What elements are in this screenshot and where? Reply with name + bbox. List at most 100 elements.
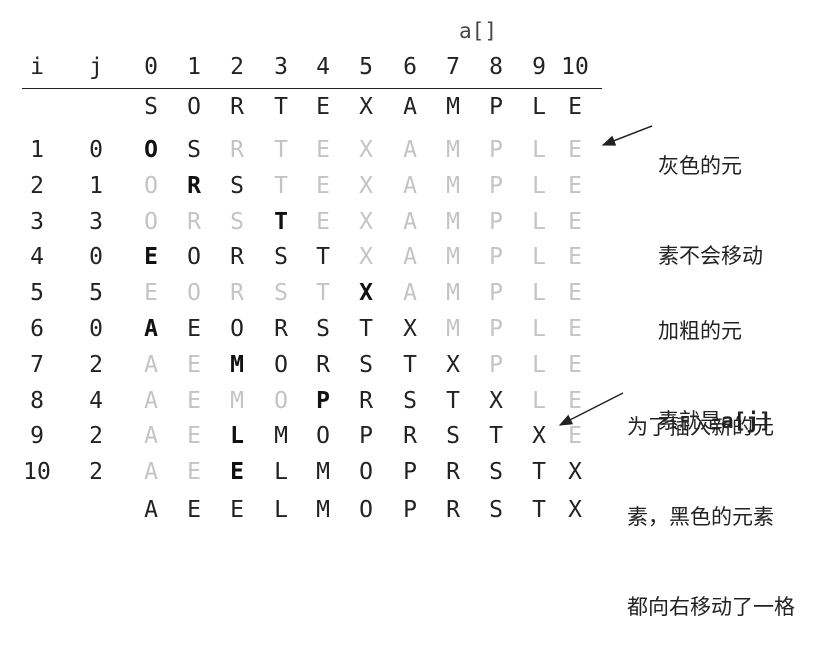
trace-letter: R bbox=[446, 459, 460, 486]
trace-letter: X bbox=[359, 208, 373, 235]
trace-letter: E bbox=[230, 459, 244, 486]
trace-letter: R bbox=[187, 208, 201, 235]
trace-letter: X bbox=[359, 244, 373, 271]
final-letter: E bbox=[187, 497, 201, 523]
trace-letter: T bbox=[274, 137, 288, 163]
trace-letter: S bbox=[359, 351, 373, 378]
column-header: 3 bbox=[274, 54, 288, 80]
column-header: j bbox=[89, 54, 103, 80]
row-i-value: 2 bbox=[30, 172, 44, 199]
row-i-value: 3 bbox=[30, 208, 44, 235]
column-header: 10 bbox=[561, 54, 589, 80]
shift-note-line-2: 素，黑色的元素 bbox=[627, 505, 774, 529]
bold-note-line-2-text: 素就是 bbox=[658, 409, 721, 433]
trace-letter: P bbox=[489, 137, 503, 163]
initial-letter: T bbox=[274, 94, 288, 120]
trace-letter: X bbox=[568, 459, 582, 486]
trace-letter: T bbox=[316, 244, 330, 271]
trace-letter: X bbox=[359, 137, 373, 163]
trace-letter: X bbox=[359, 172, 373, 199]
trace-letter: E bbox=[187, 423, 201, 450]
header-rule bbox=[22, 88, 602, 89]
row-j-value: 0 bbox=[89, 316, 103, 342]
trace-letter: E bbox=[316, 172, 330, 199]
trace-letter: O bbox=[187, 280, 201, 307]
row-i-value: 8 bbox=[30, 387, 44, 414]
trace-letter: O bbox=[144, 172, 158, 199]
trace-letter: A bbox=[403, 208, 417, 235]
trace-letter: L bbox=[532, 387, 546, 414]
initial-letter: R bbox=[230, 94, 244, 120]
trace-letter: T bbox=[274, 208, 288, 235]
trace-letter: M bbox=[446, 316, 460, 342]
trace-letter: M bbox=[446, 172, 460, 199]
trace-letter: R bbox=[187, 172, 201, 199]
trace-letter: A bbox=[144, 459, 158, 486]
trace-letter: A bbox=[403, 244, 417, 271]
gray-note-line-2: 素不会移动 bbox=[658, 244, 763, 268]
column-header: i bbox=[30, 54, 44, 80]
trace-letter: O bbox=[274, 387, 288, 414]
shift-note-line-1: 为了插入新的元 bbox=[627, 415, 774, 439]
trace-letter: P bbox=[316, 387, 330, 414]
trace-letter: E bbox=[568, 280, 582, 307]
trace-letter: S bbox=[230, 172, 244, 199]
gray-note-arrow bbox=[601, 125, 653, 146]
final-letter: E bbox=[230, 497, 244, 523]
trace-letter: T bbox=[316, 280, 330, 307]
row-j-value: 0 bbox=[89, 137, 103, 163]
trace-letter: E bbox=[187, 351, 201, 378]
initial-letter: X bbox=[359, 94, 373, 120]
trace-letter: A bbox=[403, 172, 417, 199]
trace-letter: L bbox=[532, 208, 546, 235]
column-header: 7 bbox=[446, 54, 460, 80]
trace-letter: A bbox=[403, 280, 417, 307]
trace-letter: P bbox=[489, 172, 503, 199]
trace-letter: L bbox=[532, 172, 546, 199]
trace-letter: X bbox=[446, 351, 460, 378]
trace-letter: M bbox=[446, 137, 460, 163]
trace-letter: S bbox=[316, 316, 330, 342]
final-letter: X bbox=[568, 497, 582, 523]
row-i-value: 10 bbox=[23, 459, 51, 486]
initial-letter: A bbox=[403, 94, 417, 120]
final-letter: S bbox=[489, 497, 503, 523]
row-i-value: 7 bbox=[30, 351, 44, 378]
trace-letter: R bbox=[403, 423, 417, 450]
trace-letter: M bbox=[274, 423, 288, 450]
trace-letter: E bbox=[568, 423, 582, 450]
trace-letter: R bbox=[230, 280, 244, 307]
trace-letter: A bbox=[144, 423, 158, 450]
row-i-value: 1 bbox=[30, 137, 44, 163]
trace-letter: O bbox=[187, 244, 201, 271]
initial-letter: S bbox=[144, 94, 158, 120]
trace-letter: E bbox=[316, 137, 330, 163]
trace-letter: A bbox=[144, 316, 158, 342]
final-letter: P bbox=[403, 497, 417, 523]
trace-letter: S bbox=[187, 137, 201, 163]
trace-letter: X bbox=[403, 316, 417, 342]
row-i-value: 5 bbox=[30, 280, 44, 307]
initial-letter: O bbox=[187, 94, 201, 120]
trace-letter: E bbox=[144, 280, 158, 307]
row-j-value: 2 bbox=[89, 423, 103, 450]
initial-letter: E bbox=[316, 94, 330, 120]
column-header: 6 bbox=[403, 54, 417, 80]
final-letter: T bbox=[532, 497, 546, 523]
trace-letter: M bbox=[446, 208, 460, 235]
column-header: 0 bbox=[144, 54, 158, 80]
trace-letter: E bbox=[144, 244, 158, 271]
trace-letter: P bbox=[489, 244, 503, 271]
trace-letter: E bbox=[187, 387, 201, 414]
column-header: 1 bbox=[187, 54, 201, 80]
row-j-value: 3 bbox=[89, 208, 103, 235]
trace-letter: L bbox=[532, 316, 546, 342]
trace-letter: O bbox=[144, 137, 158, 163]
final-letter: R bbox=[446, 497, 460, 523]
trace-letter: E bbox=[568, 244, 582, 271]
trace-letter: M bbox=[316, 459, 330, 486]
initial-letter: P bbox=[489, 94, 503, 120]
final-letter: A bbox=[144, 497, 158, 523]
trace-letter: P bbox=[403, 459, 417, 486]
column-header: 5 bbox=[359, 54, 373, 80]
